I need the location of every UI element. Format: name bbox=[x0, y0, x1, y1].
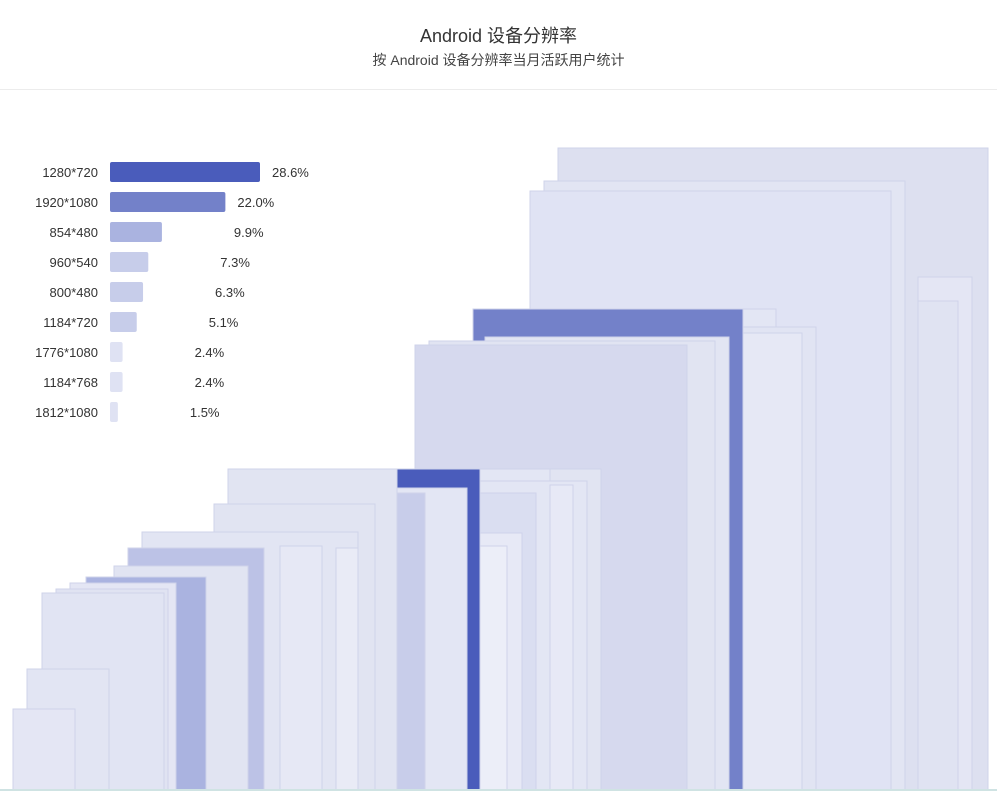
chart-title: Android 设备分辨率 bbox=[419, 26, 578, 46]
bar-800*480 bbox=[110, 282, 144, 302]
bar-1812*1080 bbox=[110, 402, 118, 422]
bar-1280*720 bbox=[110, 162, 260, 182]
bar-row-800*480: 800*480 6.3% bbox=[50, 282, 245, 302]
chart-header: Android 设备分辨率 按 Android 设备分辨率当月活跃用户统计 bbox=[0, 0, 997, 90]
category-label: 854*480 bbox=[50, 225, 98, 240]
category-label: 1812*1080 bbox=[35, 405, 98, 420]
screen-outline-22 bbox=[549, 484, 574, 791]
value-label: 2.4% bbox=[195, 375, 225, 390]
bar-1184*768 bbox=[110, 372, 123, 392]
screen-outline-20 bbox=[479, 545, 508, 791]
value-label: 7.3% bbox=[220, 255, 250, 270]
value-label: 1.5% bbox=[190, 405, 220, 420]
value-label: 28.6% bbox=[272, 165, 309, 180]
value-label: 22.0% bbox=[237, 195, 274, 210]
category-label: 960*540 bbox=[50, 255, 98, 270]
bar-list: 1280*720 28.6% 1920*1080 22.0% 854*480 9.9% 96… bbox=[35, 162, 309, 422]
bar-row-1776*1080: 1776*1080 2.4% bbox=[35, 342, 225, 362]
screen-outline-4 bbox=[917, 300, 959, 791]
bar-row-1812*1080: 1812*1080 1.5% bbox=[35, 402, 220, 422]
chart-subtitle: 按 Android 设备分辨率当月活跃用户统计 bbox=[372, 52, 625, 68]
screen-outline-7 bbox=[741, 332, 803, 791]
bar-960*540 bbox=[110, 252, 149, 272]
category-label: 1776*1080 bbox=[35, 345, 98, 360]
category-label: 1184*720 bbox=[43, 315, 98, 330]
category-label: 1184*768 bbox=[43, 375, 98, 390]
value-label: 5.1% bbox=[209, 315, 239, 330]
value-label: 2.4% bbox=[195, 345, 225, 360]
value-label: 9.9% bbox=[234, 225, 264, 240]
screen-outline-26 bbox=[279, 545, 323, 791]
bar-row-960*540: 960*540 7.3% bbox=[50, 252, 250, 272]
bottom-divider bbox=[0, 789, 997, 791]
bar-row-1184*768: 1184*768 2.4% bbox=[43, 372, 225, 392]
bar-1920*1080 bbox=[110, 192, 226, 212]
background-screen-outlines bbox=[12, 147, 989, 791]
bar-row-1280*720: 1280*720 28.6% bbox=[42, 162, 309, 182]
screen-outline-27 bbox=[335, 547, 359, 791]
screen-outline-33 bbox=[12, 708, 76, 791]
category-label: 1920*1080 bbox=[35, 195, 98, 210]
bar-1776*1080 bbox=[110, 342, 123, 362]
bar-854*480 bbox=[110, 222, 162, 242]
category-label: 800*480 bbox=[50, 285, 98, 300]
bar-row-1184*720: 1184*720 5.1% bbox=[43, 312, 239, 332]
bar-1184*720 bbox=[110, 312, 137, 332]
screen-outline-15 bbox=[396, 492, 426, 791]
category-label: 1280*720 bbox=[42, 165, 98, 180]
bar-row-854*480: 854*480 9.9% bbox=[50, 222, 264, 242]
bar-row-1920*1080: 1920*1080 22.0% bbox=[35, 192, 275, 212]
value-label: 6.3% bbox=[215, 285, 245, 300]
